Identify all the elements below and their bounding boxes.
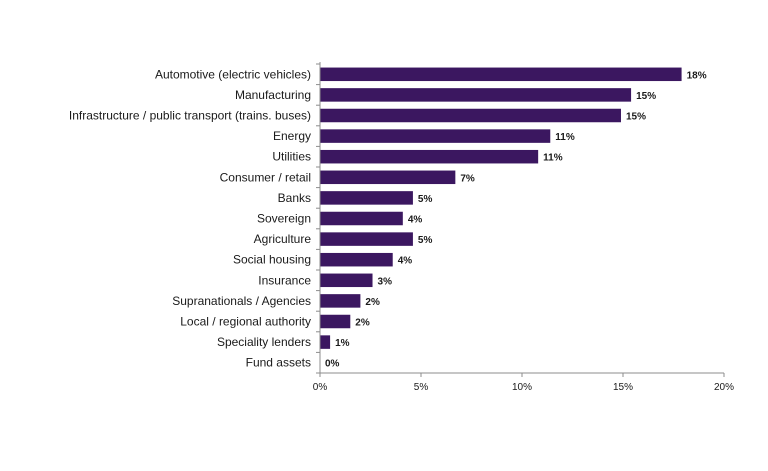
category-label-1: Manufacturing [235,88,311,102]
bar-4 [320,149,539,164]
x-tick-label-1: 5% [414,382,429,393]
bar-7 [320,211,403,226]
value-label-2: 15% [626,112,646,123]
bar-5 [320,170,456,185]
bar-8 [320,232,413,246]
category-label-3: Energy [273,129,311,143]
category-label-7: Sovereign [257,212,311,226]
value-label-10: 3% [378,276,393,287]
bar-6 [320,191,413,205]
bar-11 [320,294,361,308]
category-label-12: Local / regional authority [180,315,311,329]
bar-10 [320,273,373,288]
bar-0 [320,67,682,82]
category-label-10: Insurance [258,273,311,287]
x-tick-label-2: 10% [512,382,532,393]
value-label-14: 0% [325,359,340,370]
value-labels: 18% 15% 15% 11% 11% 7% 5% 4% 5% 4% 3% 2% 2% 1% 0% [325,70,707,369]
category-label-9: Social housing [233,253,311,267]
bar-13 [320,335,331,349]
category-label-13: Speciality lenders [217,335,311,349]
category-label-11: Supranationals / Agencies [172,294,311,308]
value-label-13: 1% [335,338,350,349]
x-tick-label-0: 0% [313,382,328,393]
category-label-5: Consumer / retail [220,170,311,184]
value-label-5: 7% [460,173,475,184]
category-labels: Automotive (electric vehicles) Manufactur… [69,67,311,369]
value-label-12: 2% [355,318,370,329]
category-label-2: Infrastructure / public transport (train… [69,109,311,123]
value-label-4: 11% [543,153,563,164]
value-label-0: 18% [687,70,707,81]
value-label-9: 4% [398,256,413,267]
bar-2 [320,108,621,123]
x-tick-label-4: 20% [714,382,734,393]
bar-3 [320,129,551,143]
value-label-11: 2% [365,297,380,308]
value-label-3: 11% [555,132,575,143]
category-label-14: Fund assets [246,356,311,370]
bar-1 [320,88,632,102]
bar-12 [320,314,351,329]
x-axis-ticks: 0% 5% 10% 15% 20% [313,373,734,393]
category-label-6: Banks [278,191,311,205]
category-label-0: Automotive (electric vehicles) [155,67,311,81]
bar-9 [320,252,393,267]
value-label-6: 5% [418,194,433,205]
x-tick-label-3: 15% [613,382,633,393]
bar-group [320,67,682,349]
value-label-8: 5% [418,235,433,246]
value-label-7: 4% [408,215,423,226]
value-label-1: 15% [636,91,656,102]
category-label-4: Utilities [272,150,311,164]
category-label-8: Agriculture [254,232,312,246]
